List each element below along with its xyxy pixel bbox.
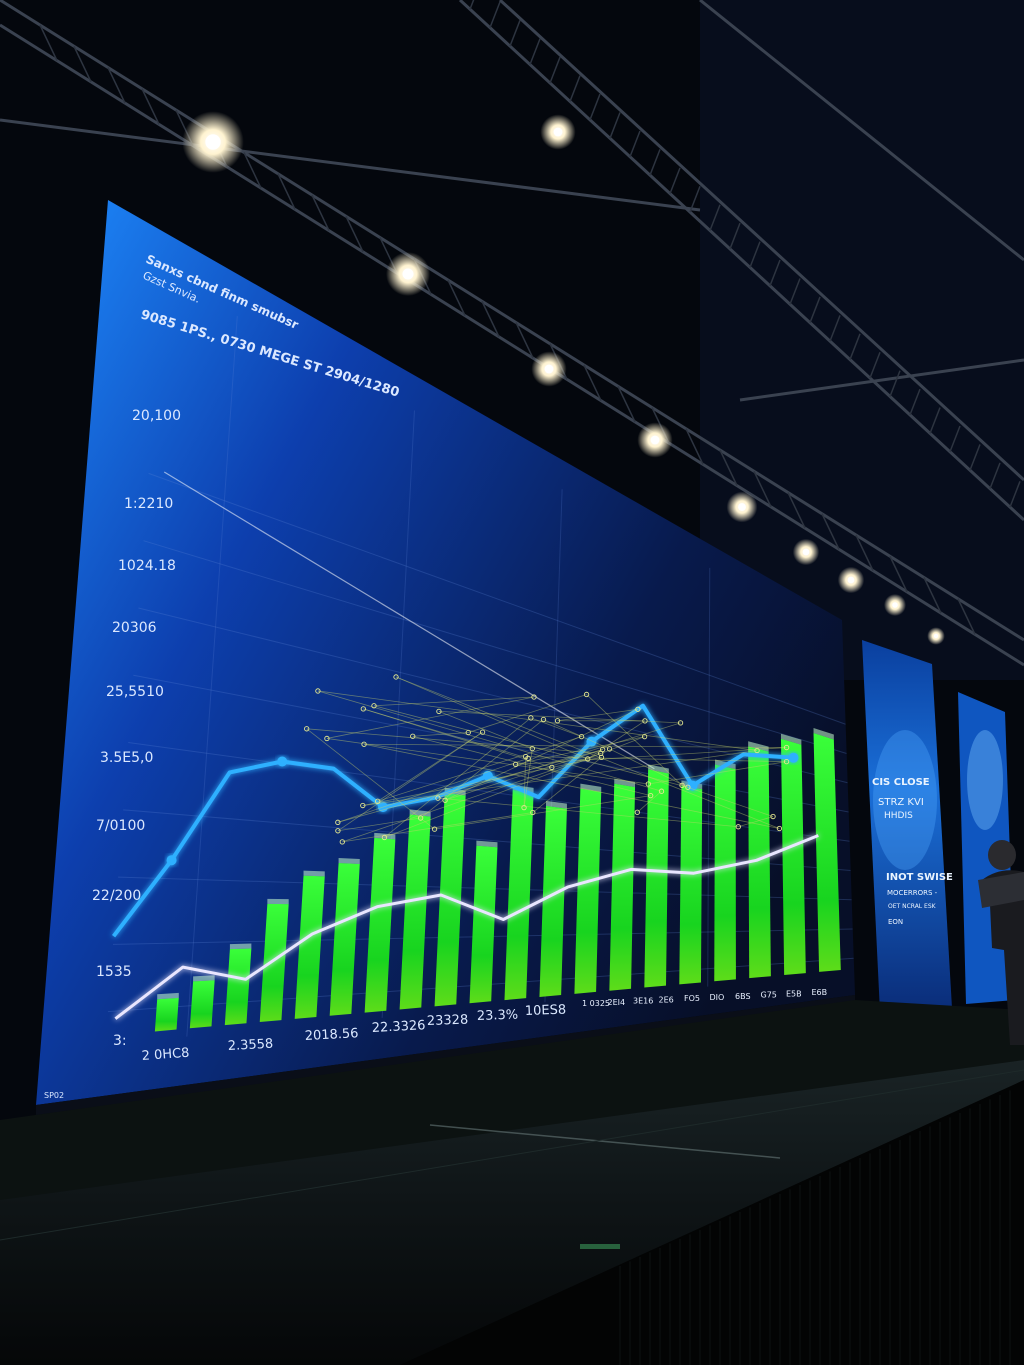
y-tick-label-4: 20306: [112, 620, 157, 636]
side-panel: [862, 640, 952, 1012]
y-axis-labels: 20,100 1:2210 1024.18 20306 25,5510 3.5E5,0 7/…: [92, 408, 181, 1049]
y-tick-label-6: 3.5E5,0: [100, 750, 153, 766]
bar-20: [813, 732, 841, 972]
side-panel-line2: STRZ KVI: [878, 797, 924, 808]
x-tick-label-3: 2018.56: [304, 1026, 358, 1044]
x-tick-label-right-10: E6B: [812, 988, 828, 997]
bar-6: [329, 862, 360, 1016]
y-tick-label-5: 25,5510: [106, 684, 164, 700]
bar-2: [189, 980, 215, 1029]
x-tick-label-1: 2 0HC8: [141, 1046, 190, 1064]
x-tick-label-right-9: E5B: [786, 989, 802, 998]
side-panel-text: CIS CLOSE STRZ KVI HHDIS INOT SWISE MOCE…: [872, 777, 953, 926]
side-panel-line6: OET NCRAL ESK: [888, 903, 937, 910]
bar-14: [609, 783, 636, 991]
side-panel-line5: MOCERRORS -: [887, 889, 938, 897]
screen-chart: [107, 316, 854, 1037]
x-tick-label-right-3: 3E16: [633, 997, 653, 1006]
bar-13: [574, 788, 602, 994]
bar-4: [259, 903, 289, 1023]
bar-12: [539, 805, 567, 997]
bar-7: [364, 837, 396, 1013]
y-tick-label-1: 20,100: [132, 408, 181, 424]
x-tick-label-5: 23328: [427, 1013, 469, 1029]
bar-1: [154, 997, 179, 1032]
x-tick-label-right-6: DIO: [710, 993, 725, 1002]
presenter-silhouette: [978, 840, 1024, 1045]
bar-8: [399, 814, 431, 1010]
x-tick-label-right-8: G75: [761, 991, 777, 1000]
bar-10: [469, 845, 498, 1004]
x-axis-labels: 2 0HC8 2.3558 2018.56 22.3326 23328 23.3% 10ES…: [141, 988, 827, 1064]
bar-5: [294, 875, 325, 1019]
y-tick-label-8: 22/200: [92, 888, 141, 904]
y-tick-label-3: 1024.18: [118, 558, 176, 574]
side-panel-line4: INOT SWISE: [886, 872, 953, 883]
stage-lights: [182, 111, 945, 645]
bar-19: [780, 738, 806, 976]
x-tick-label-right-5: FO5: [684, 994, 700, 1003]
y-tick-label-2: 1:2210: [124, 496, 173, 512]
side-panel-line7: EON: [888, 918, 903, 926]
y-tick-label-10: 3:: [113, 1033, 127, 1049]
x-tick-label-right-7: 6BS: [735, 992, 751, 1001]
bar-18: [748, 746, 771, 979]
x-tick-label-right-1: 1 0325: [582, 999, 610, 1008]
y-tick-label-9: 1535: [96, 964, 132, 980]
side-panel-line3: HHDIS: [884, 811, 913, 821]
side-panel-line1: CIS CLOSE: [872, 777, 930, 788]
x-tick-label-4: 22.3326: [371, 1018, 425, 1036]
bar-11: [504, 789, 534, 1001]
bar-3: [224, 948, 252, 1026]
x-tick-label-7: 10ES8: [525, 1003, 567, 1019]
screen-corner-mark: SP02: [44, 1091, 64, 1100]
x-tick-label-right-2: 2EI4: [608, 998, 626, 1007]
bar-15: [644, 769, 669, 988]
x-tick-label-right-4: 2E6: [659, 995, 674, 1004]
x-tick-label-6: 23.3%: [477, 1008, 519, 1024]
y-tick-label-7: 7/0100: [96, 818, 145, 834]
bar-16: [679, 785, 703, 985]
bar-17: [714, 764, 736, 982]
x-tick-label-2: 2.3558: [227, 1037, 273, 1054]
